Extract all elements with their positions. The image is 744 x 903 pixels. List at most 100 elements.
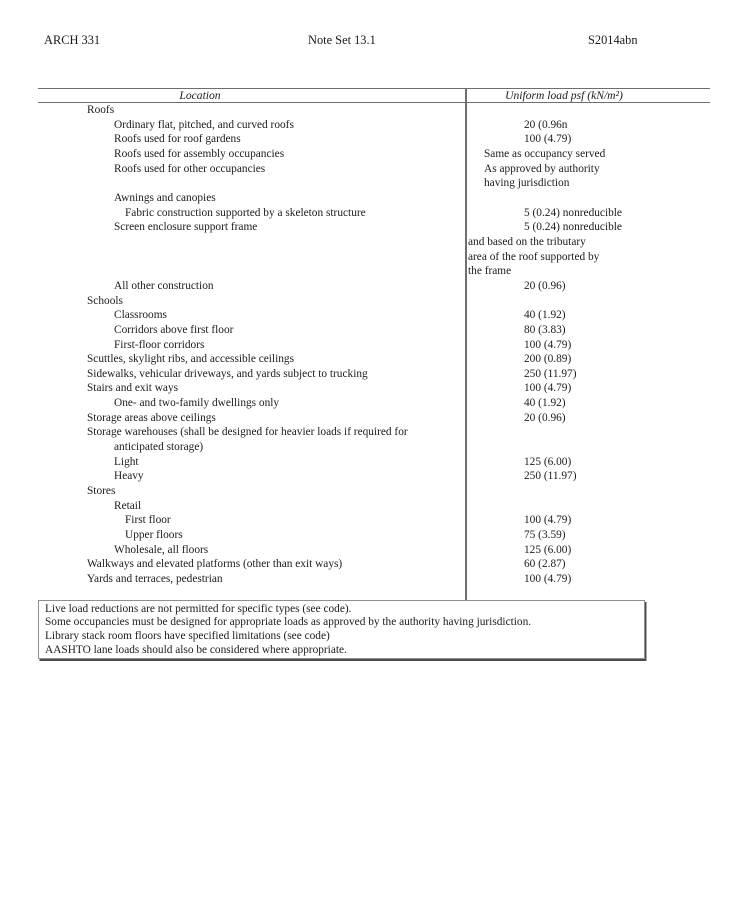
table-row: Fabric construction supported by a skele…	[38, 206, 710, 221]
value-cell: 100 (4.79)	[524, 133, 572, 146]
value-cell: 20 (0.96)	[524, 411, 566, 424]
table-row: Heavy 250 (11.97)	[38, 469, 710, 484]
value-cell: 100 (4.79)	[524, 514, 572, 527]
value-cell: 100 (4.79)	[524, 573, 572, 585]
value-cell: 250 (11.97)	[524, 470, 577, 483]
table-row: Roofs	[38, 103, 710, 118]
value-cell: 125 (6.00)	[524, 455, 572, 468]
value-cell: 100 (4.79)	[524, 338, 572, 351]
location-cell: Roofs used for roof gardens	[114, 133, 241, 146]
footnote-line: Library stack room floors have specified…	[45, 630, 330, 643]
table-row: area of the roof supported by	[38, 250, 710, 265]
table-row: Roofs used for other occupancies As appro…	[38, 162, 710, 177]
table-row: the frame	[38, 264, 710, 279]
table-row: Awnings and canopies	[38, 191, 710, 206]
location-cell: First-floor corridors	[114, 338, 205, 351]
location-cell	[38, 250, 465, 265]
table-row: Stores	[38, 484, 710, 499]
location-column-header: Location	[179, 88, 221, 102]
value-cell	[465, 425, 710, 440]
value-cell: having jurisdiction	[484, 177, 570, 190]
location-cell: Sidewalks, vehicular driveways, and yard…	[87, 367, 368, 380]
table-row: having jurisdiction	[38, 176, 710, 191]
value-cell: Same as occupancy served	[484, 147, 606, 160]
table-row: Screen enclosure support frame 5 (0.24) n…	[38, 220, 710, 235]
location-cell: Awnings and canopies	[114, 191, 216, 204]
table-row: Roofs used for assembly occupancies Same …	[38, 147, 710, 162]
table-row: Storage areas above ceilings 20 (0.96)	[38, 411, 710, 426]
table-row: and based on the tributary	[38, 235, 710, 250]
table-header-row: Location Uniform load psf (kN/m²)	[38, 88, 710, 103]
value-cell: the frame	[468, 265, 512, 278]
value-cell: 80 (3.83)	[524, 323, 566, 336]
table-row: Wholesale, all floors 125 (6.00)	[38, 543, 710, 558]
value-cell	[465, 294, 710, 309]
table-row: Schools	[38, 294, 710, 309]
note-set-title: Note Set 13.1	[308, 33, 376, 47]
location-cell	[38, 176, 465, 191]
load-table-body: Roofs Ordinary flat, pitched, and curved …	[38, 103, 710, 600]
value-cell: 20 (0.96n	[524, 118, 568, 131]
location-cell: Yards and terraces, pedestrian	[87, 573, 223, 585]
table-row: Storage warehouses (shall be designed fo…	[38, 425, 710, 440]
value-cell: 40 (1.92)	[524, 397, 566, 410]
location-cell: Stairs and exit ways	[87, 382, 179, 395]
footnote-line: Some occupancies must be designed for ap…	[45, 616, 532, 629]
location-cell: Upper floors	[125, 529, 183, 542]
table-row: Roofs used for roof gardens 100 (4.79)	[38, 132, 710, 147]
document-id: S2014abn	[588, 33, 638, 47]
value-cell: 200 (0.89)	[524, 353, 572, 366]
location-cell: Schools	[87, 294, 123, 307]
location-cell: Roofs used for assembly occupancies	[114, 147, 285, 160]
location-cell	[38, 235, 465, 250]
value-cell: 100 (4.79)	[524, 382, 572, 395]
location-cell: Roofs	[87, 104, 115, 116]
value-cell: area of the roof supported by	[468, 250, 600, 263]
table-row: One- and two-family dwellings only 40 (1.…	[38, 396, 710, 411]
value-cell: 250 (11.97)	[524, 367, 577, 380]
table-row: Walkways and elevated platforms (other t…	[38, 557, 710, 572]
uniform-load-column-header: Uniform load psf (kN/m²)	[505, 88, 623, 102]
location-cell: Corridors above first floor	[114, 323, 234, 336]
value-cell: 60 (2.87)	[524, 558, 566, 571]
footnotes-box: Live load reductions are not permitted f…	[38, 600, 645, 659]
location-cell	[38, 264, 465, 279]
value-cell: As approved by authority	[484, 162, 600, 175]
table-row: Light 125 (6.00)	[38, 455, 710, 470]
value-cell: 40 (1.92)	[524, 309, 566, 322]
location-cell: Screen enclosure support frame	[114, 221, 258, 234]
value-cell: 20 (0.96)	[524, 279, 566, 292]
table-row: Sidewalks, vehicular driveways, and yard…	[38, 367, 710, 382]
table-row: All other construction 20 (0.96)	[38, 279, 710, 294]
value-cell: 75 (3.59)	[524, 529, 566, 542]
location-cell: One- and two-family dwellings only	[114, 397, 280, 410]
location-cell: Wholesale, all floors	[114, 543, 209, 556]
value-cell	[465, 440, 710, 455]
location-cell: Heavy	[114, 470, 144, 483]
table-row: Scuttles, skylight ribs, and accessible …	[38, 352, 710, 367]
value-cell: 5 (0.24) nonreducible	[524, 206, 622, 219]
table-row: Ordinary flat, pitched, and curved roofs…	[38, 118, 710, 133]
footnote-line: AASHTO lane loads should also be conside…	[45, 644, 347, 657]
table-row: Classrooms 40 (1.92)	[38, 308, 710, 323]
column-divider-rule	[465, 88, 467, 600]
table-row: First floor 100 (4.79)	[38, 513, 710, 528]
table-row: Stairs and exit ways 100 (4.79)	[38, 381, 710, 396]
value-cell: and based on the tributary	[468, 235, 586, 248]
location-cell: Retail	[114, 499, 142, 512]
table-row: Upper floors 75 (3.59)	[38, 528, 710, 543]
location-cell: Light	[114, 455, 139, 468]
location-cell: All other construction	[114, 279, 214, 292]
location-cell: First floor	[125, 514, 171, 527]
location-cell: Fabric construction supported by a skele…	[125, 206, 366, 219]
location-cell: Ordinary flat, pitched, and curved roofs	[114, 118, 294, 131]
table-row: Retail	[38, 499, 710, 514]
live-load-table: Location Uniform load psf (kN/m²) Roofs O…	[38, 88, 710, 600]
location-cell: Stores	[87, 485, 116, 498]
page-running-header: ARCH 331 Note Set 13.1 S2014abn	[0, 33, 744, 49]
location-cell: Roofs used for other occupancies	[114, 162, 266, 175]
value-cell: 125 (6.00)	[524, 543, 572, 556]
value-cell	[465, 499, 710, 514]
location-cell: Walkways and elevated platforms (other t…	[87, 558, 343, 571]
